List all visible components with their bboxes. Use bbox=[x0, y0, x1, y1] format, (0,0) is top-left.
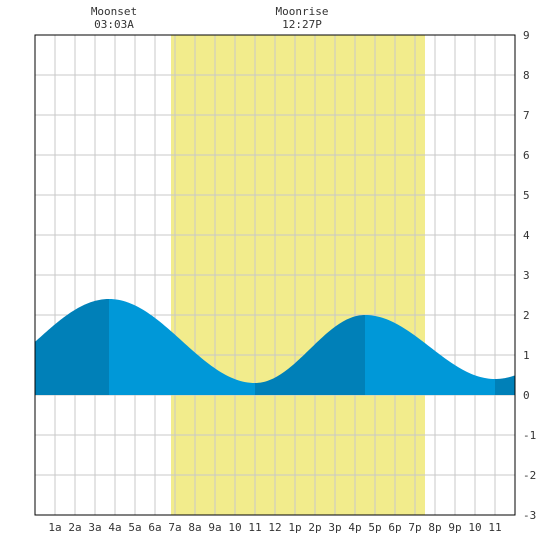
x-tick-label: 7p bbox=[408, 521, 421, 534]
x-tick-label: 10 bbox=[228, 521, 241, 534]
y-tick-label: 2 bbox=[523, 309, 530, 322]
x-tick-label: 11 bbox=[248, 521, 261, 534]
x-tick-label: 7a bbox=[168, 521, 181, 534]
y-tick-label: 0 bbox=[523, 389, 530, 402]
y-tick-label: 6 bbox=[523, 149, 530, 162]
x-tick-label: 8a bbox=[188, 521, 201, 534]
y-tick-label: 7 bbox=[523, 109, 530, 122]
tide-falling-area bbox=[109, 299, 255, 395]
y-tick-label: 9 bbox=[523, 29, 530, 42]
x-tick-label: 6p bbox=[388, 521, 401, 534]
tide-falling-area bbox=[365, 315, 495, 395]
tide-rising-area bbox=[255, 315, 365, 395]
x-tick-label: 2a bbox=[68, 521, 81, 534]
plot-frame bbox=[34, 34, 516, 516]
y-tick-label: 3 bbox=[523, 269, 530, 282]
tide-rising-area bbox=[495, 375, 515, 395]
moon-event-label: Moonrise bbox=[276, 5, 329, 18]
x-tick-label: 1a bbox=[48, 521, 61, 534]
tide-rising-area bbox=[35, 299, 109, 395]
x-tick-label: 5a bbox=[128, 521, 141, 534]
y-tick-label: 5 bbox=[523, 189, 530, 202]
moon-event-time: 12:27P bbox=[282, 18, 322, 31]
x-tick-label: 5p bbox=[368, 521, 381, 534]
moon-event-time: 03:03A bbox=[94, 18, 134, 31]
y-tick-label: -3 bbox=[523, 509, 536, 522]
x-tick-label: 2p bbox=[308, 521, 321, 534]
y-tick-label: 1 bbox=[523, 349, 530, 362]
x-tick-label: 10 bbox=[468, 521, 481, 534]
x-tick-label: 9a bbox=[208, 521, 221, 534]
y-tick-label: -2 bbox=[523, 469, 536, 482]
x-tick-label: 3a bbox=[88, 521, 101, 534]
y-tick-label: 8 bbox=[523, 69, 530, 82]
y-tick-label: -1 bbox=[523, 429, 536, 442]
x-tick-label: 4a bbox=[108, 521, 121, 534]
x-tick-label: 3p bbox=[328, 521, 341, 534]
x-tick-label: 8p bbox=[428, 521, 441, 534]
x-tick-label: 1p bbox=[288, 521, 301, 534]
x-tick-label: 6a bbox=[148, 521, 161, 534]
x-tick-label: 11 bbox=[488, 521, 501, 534]
x-tick-label: 4p bbox=[348, 521, 361, 534]
x-tick-label: 12 bbox=[268, 521, 281, 534]
y-tick-label: 4 bbox=[523, 229, 530, 242]
moon-event-label: Moonset bbox=[91, 5, 137, 18]
x-tick-label: 9p bbox=[448, 521, 461, 534]
